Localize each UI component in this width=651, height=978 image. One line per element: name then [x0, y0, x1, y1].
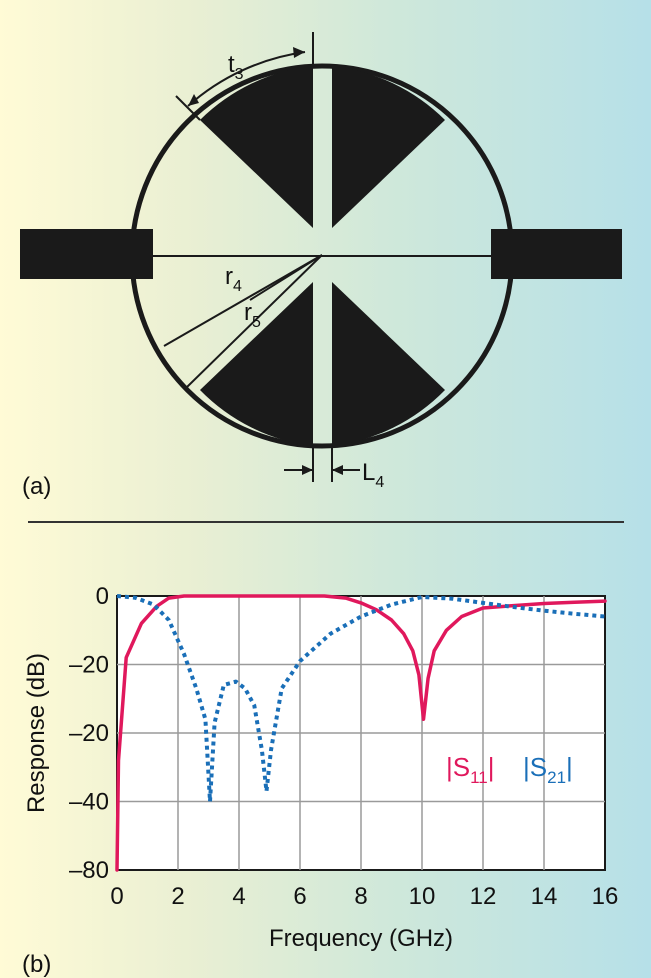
response-chart: 0 2 4 6 8 10 12 14 16 0 –20 –20 –40 –80 Frequency (G… [23, 583, 618, 952]
y-tick-label: 0 [96, 583, 109, 610]
y-tick-labels: 0 –20 –20 –40 –80 [69, 583, 109, 884]
x-tick-label: 4 [232, 883, 245, 910]
x-tick-labels: 0 2 4 6 8 10 12 14 16 [110, 883, 618, 910]
grid [117, 596, 605, 870]
legend-s11: |S11| [446, 752, 495, 787]
x-tick-label: 10 [409, 883, 436, 910]
y-tick-label: –80 [69, 857, 109, 884]
x-axis-label: Frequency (GHz) [269, 925, 453, 952]
l4-arrowhead-right [332, 465, 343, 475]
l4-arrowhead-left [302, 465, 313, 475]
series-lines [115, 594, 607, 872]
y-tick-label: –20 [69, 652, 109, 679]
stub-top-right [332, 66, 445, 228]
r5-label: r5 [244, 299, 261, 331]
radius-r5-inner-line [163, 254, 323, 347]
t3-arrowhead-right [293, 47, 305, 58]
x-tick-label: 8 [354, 883, 367, 910]
x-tick-label: 12 [470, 883, 497, 910]
s21-line [116, 594, 606, 804]
stub-bottom-right [332, 282, 445, 446]
x-tick-label: 0 [110, 883, 123, 910]
y-tick-label: –20 [69, 720, 109, 747]
x-tick-label: 14 [531, 883, 558, 910]
stub-top-left [200, 66, 313, 228]
panel-b-label: (b) [22, 951, 51, 978]
right-feed-line [491, 229, 622, 279]
radius-r5-outer-line [186, 254, 323, 388]
t3-ext-line-left [175, 95, 201, 121]
s11-line [115, 594, 607, 872]
legend-s21: |S21| [523, 752, 573, 787]
y-axis-label: Response (dB) [23, 653, 50, 813]
r4-label: r4 [225, 263, 242, 295]
left-feed-line [20, 229, 153, 279]
x-tick-label: 6 [293, 883, 306, 910]
t3-label: t3 [228, 51, 244, 83]
stub-bottom-left [200, 282, 313, 446]
t3-arrowhead-left [188, 94, 199, 106]
x-tick-label: 16 [592, 883, 619, 910]
x-tick-label: 2 [171, 883, 184, 910]
y-tick-label: –40 [69, 789, 109, 816]
l4-label: L4 [362, 459, 384, 491]
panel-a-label: (a) [22, 473, 51, 500]
t3-arc [187, 51, 306, 107]
resonator-diagram [20, 32, 622, 482]
